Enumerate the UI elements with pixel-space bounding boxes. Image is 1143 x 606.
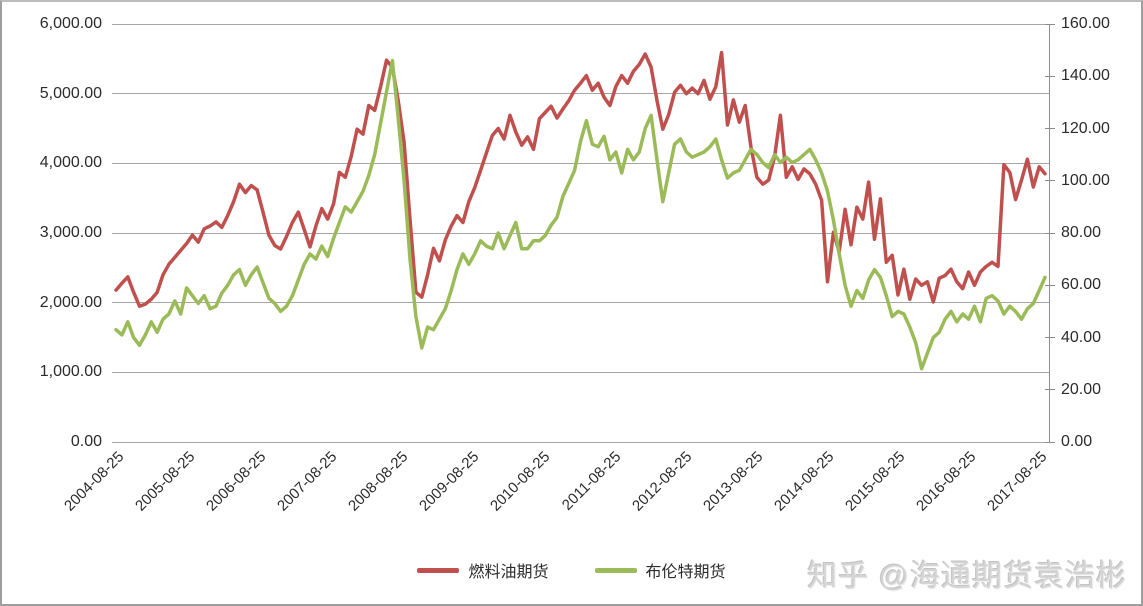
y-right-tick-mark <box>1045 128 1055 129</box>
y-left-tick-label: 4,000.00 <box>39 154 102 172</box>
series-line-fuel-oil <box>114 50 1047 308</box>
y-left-tick-label: 2,000.00 <box>39 293 102 311</box>
y-right-tick-mark <box>1045 337 1055 338</box>
y-right-tick-label: 160.00 <box>1061 15 1110 32</box>
y-right-tick-label: 140.00 <box>1061 67 1110 85</box>
y-right-tick-mark <box>1045 180 1055 182</box>
y-right-tick-label: 0.00 <box>1061 433 1093 450</box>
y-left-tick-label: 6,000.00 <box>39 15 102 32</box>
y-right-tick-mark <box>1045 23 1055 25</box>
y-right-tick-mark <box>1045 389 1055 391</box>
gridline <box>112 371 1049 373</box>
y-left-tick-label: 0.00 <box>70 433 102 450</box>
legend-item-brent: 布伦特期货 <box>594 558 726 582</box>
gridline <box>112 93 1049 95</box>
gridline <box>112 23 1049 25</box>
plot-area <box>114 50 1047 371</box>
y-right-tick-label: 20.00 <box>1061 380 1102 398</box>
series-line-brent <box>114 58 1047 371</box>
legend-swatch-fuel-oil-line <box>417 567 460 573</box>
legend-item-fuel-oil: 燃料油期货 <box>417 558 549 582</box>
legend-label-brent: 布伦特期货 <box>645 564 726 581</box>
gridline <box>112 441 1049 443</box>
watermark: 知乎 @海通期货袁浩彬 <box>807 560 1127 593</box>
y-right-tick-mark <box>1045 232 1055 234</box>
y-left-tick-label: 5,000.00 <box>39 84 102 102</box>
legend: 燃料油期货 布伦特期货 <box>2 558 1141 582</box>
legend-label-fuel-oil: 燃料油期货 <box>468 564 549 581</box>
y-right-tick-label: 60.00 <box>1061 276 1102 294</box>
legend-swatch-brent-line <box>594 567 637 573</box>
y-left-tick-label: 3,000.00 <box>39 224 102 241</box>
y-left-tick-label: 1,000.00 <box>39 363 102 381</box>
y-right-tick-label: 120.00 <box>1061 119 1110 137</box>
y-axis-right-line <box>1049 24 1050 443</box>
gridline <box>112 232 1049 234</box>
y-right-tick-label: 40.00 <box>1061 328 1102 346</box>
gridline <box>112 162 1049 164</box>
y-right-tick-mark <box>1045 75 1055 77</box>
y-right-tick-label: 80.00 <box>1061 224 1102 241</box>
y-right-tick-mark <box>1045 284 1055 286</box>
gridline <box>112 302 1049 304</box>
y-right-tick-label: 100.00 <box>1061 171 1110 189</box>
y-right-tick-mark <box>1045 441 1055 443</box>
